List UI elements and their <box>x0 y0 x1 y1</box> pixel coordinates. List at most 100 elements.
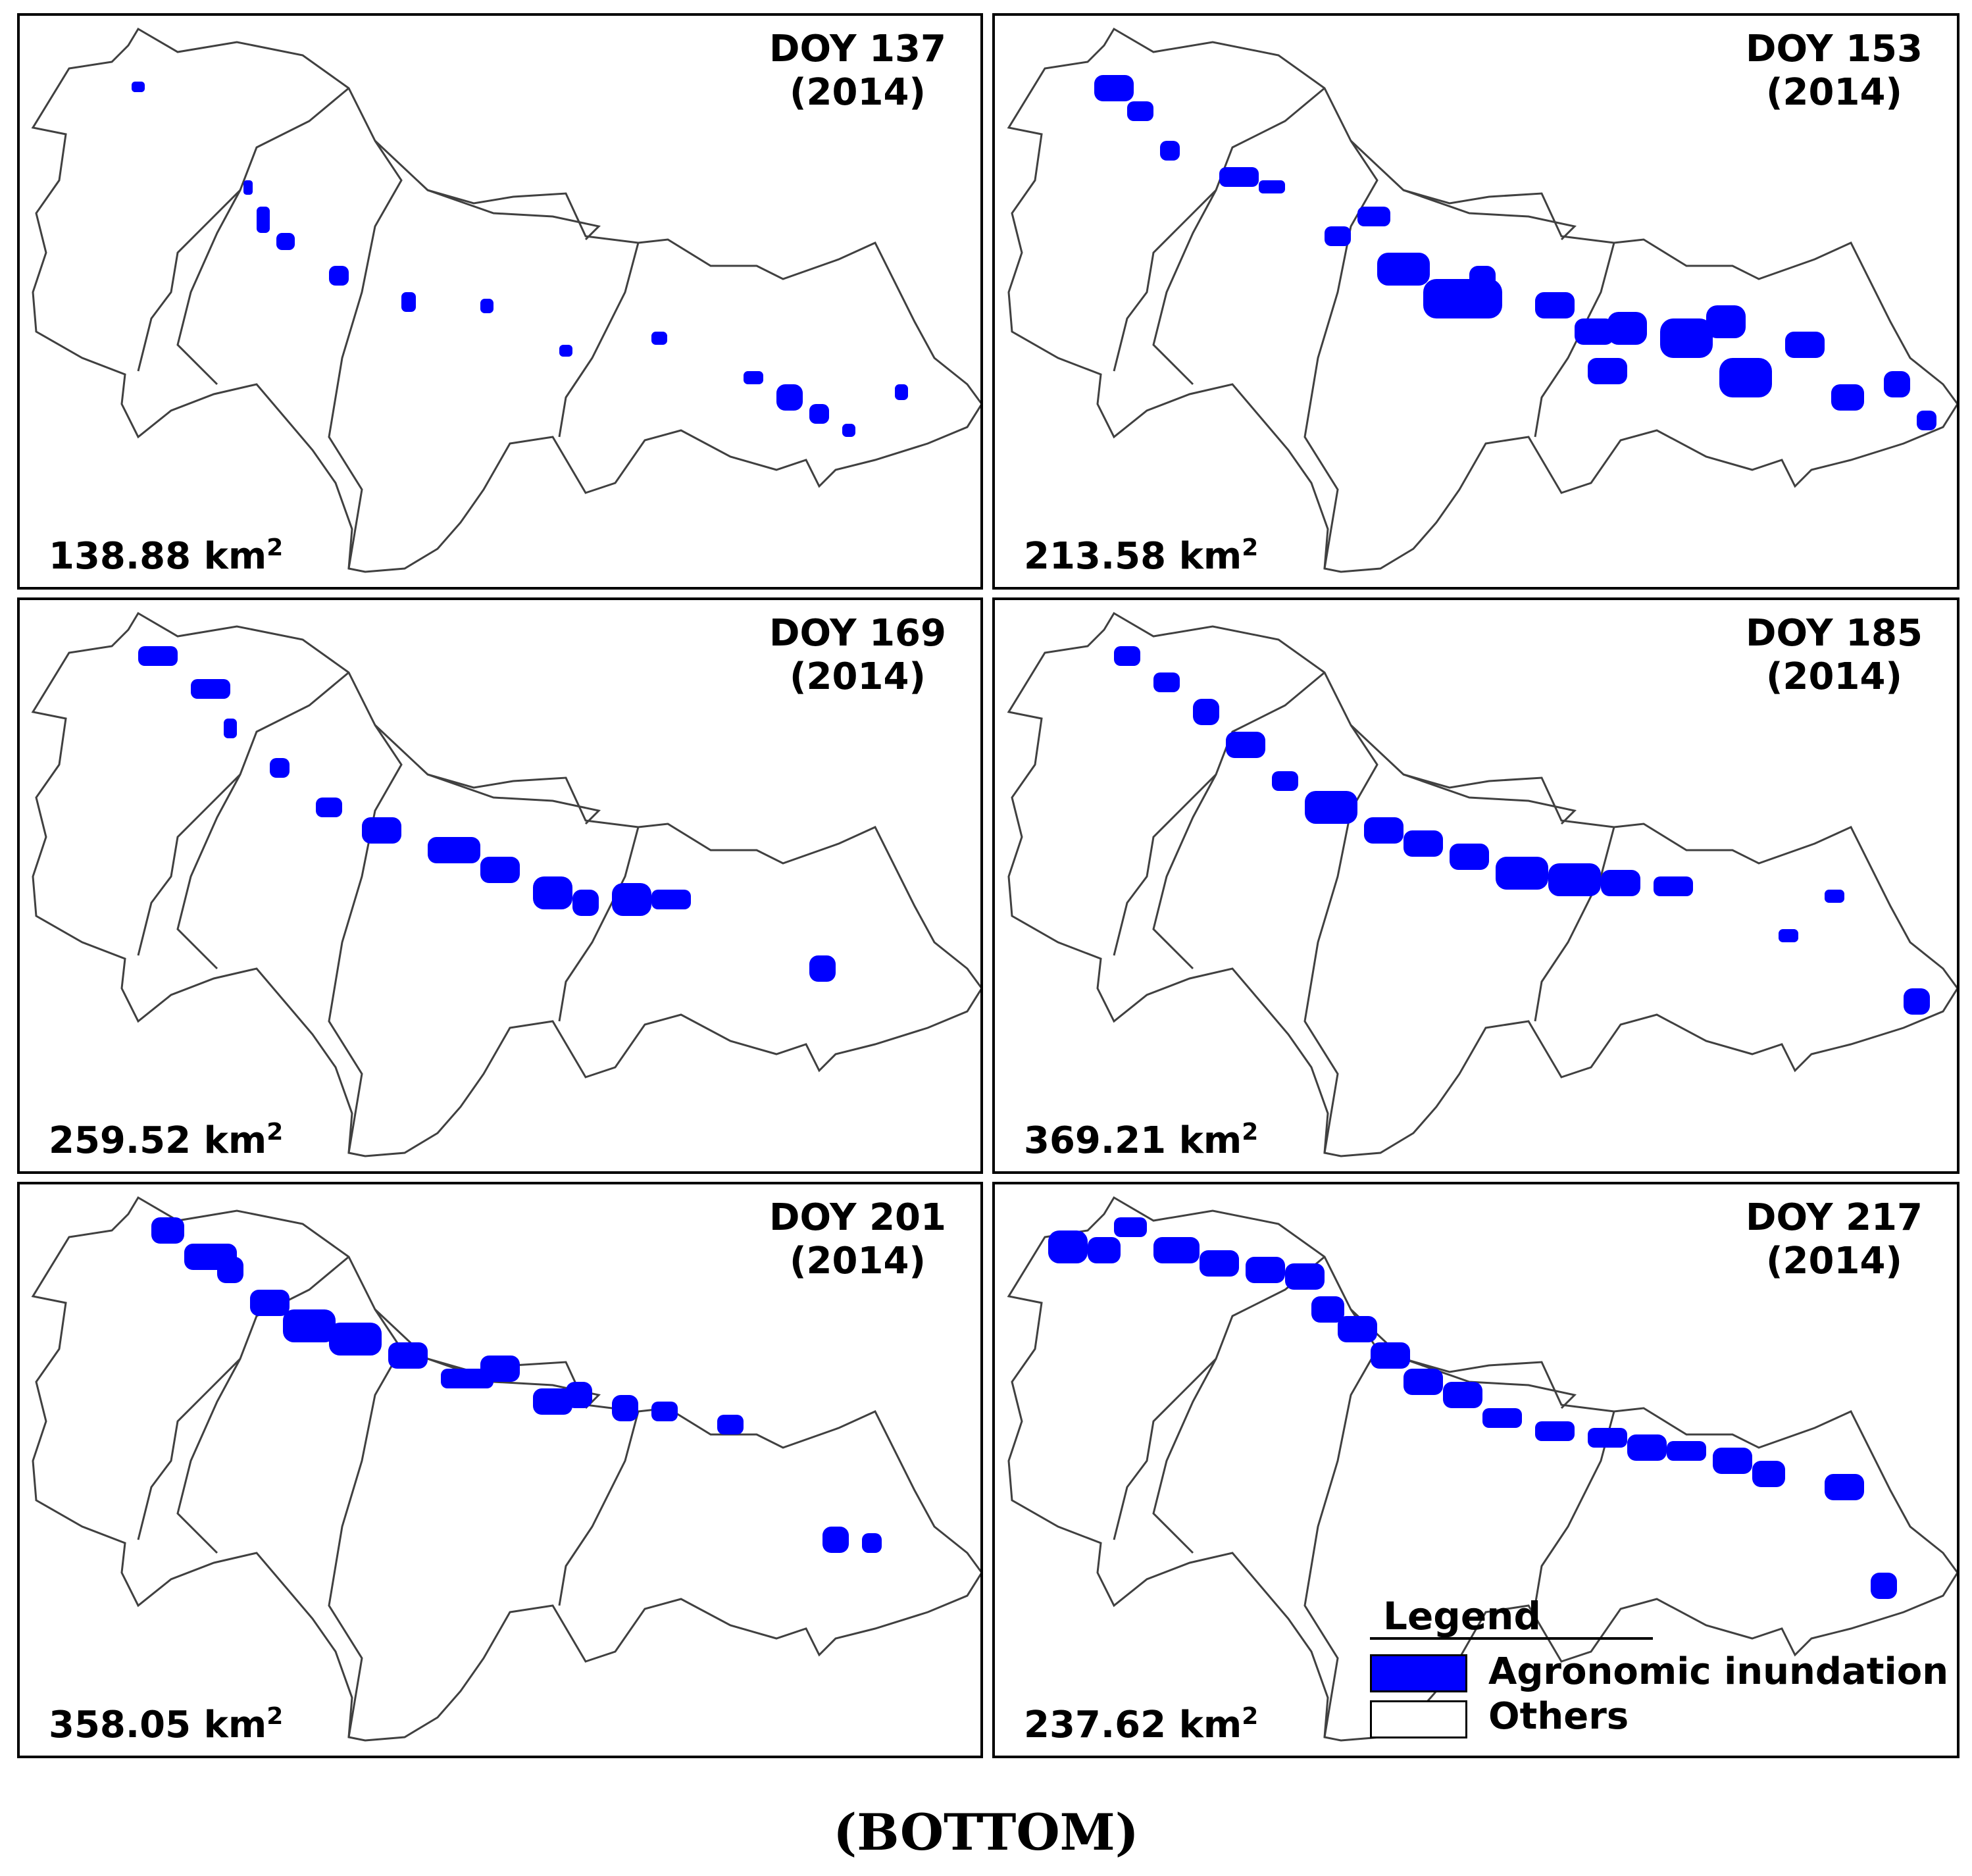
inundation-patch <box>316 798 342 817</box>
district-border <box>137 671 349 956</box>
district-border <box>176 1358 241 1554</box>
district-border <box>558 242 640 438</box>
inundation-patch <box>1114 646 1140 666</box>
district-border <box>1113 87 1325 372</box>
inundation-patch <box>533 1388 572 1415</box>
inundation-patch <box>138 646 178 666</box>
inundation-patch <box>1831 384 1864 411</box>
inundation-patch <box>1825 890 1844 903</box>
inundation-patch <box>1588 358 1627 384</box>
inundation-patch <box>1535 1421 1575 1441</box>
panel-date-label: DOY 153 (2014) <box>1745 28 1923 114</box>
district-border <box>1303 1309 1378 1738</box>
inundation-patch <box>842 424 855 437</box>
inundation-patch <box>1917 411 1936 430</box>
region-outline <box>31 1196 980 1742</box>
inundation-patch <box>480 857 520 883</box>
inundation-patch <box>1272 771 1298 791</box>
figure-caption: (BOTTOM) <box>833 1803 1139 1862</box>
inundation-patch <box>1200 1250 1239 1277</box>
map-panel-doy-137: DOY 137 (2014) 138.88 km2 <box>17 13 983 590</box>
inundation-patch <box>1357 207 1390 226</box>
inundation-patch <box>1114 1217 1147 1237</box>
inundation-patch <box>809 955 836 982</box>
inundation-patch <box>1627 1434 1667 1461</box>
map-legend: Legend Agronomic inundation Others <box>1370 1594 1949 1738</box>
district-border <box>1403 1357 1577 1409</box>
region-outline <box>31 27 980 573</box>
inundation-patch <box>243 180 253 195</box>
inundation-patch <box>1153 1237 1200 1263</box>
map-panel-doy-153: DOY 153 (2014) 213.58 km2 <box>992 13 1959 590</box>
inundation-area-label: 138.88 km2 <box>49 534 284 578</box>
district-border <box>427 189 601 241</box>
map-panel-doy-185: DOY 185 (2014) 369.21 km2 <box>992 597 1959 1174</box>
inundation-patch <box>566 1382 592 1408</box>
inundation-area-label: 259.52 km2 <box>49 1119 284 1162</box>
inundation-patch <box>1088 1237 1121 1263</box>
inundation-patch <box>1305 791 1357 824</box>
map-panel-doy-217: DOY 217 (2014) 237.62 km2 Legend Agronom… <box>992 1182 1959 1758</box>
district-border <box>1152 190 1217 386</box>
panel-date-label: DOY 169 (2014) <box>769 612 946 698</box>
inundation-patch <box>1482 1408 1522 1428</box>
district-border <box>558 826 640 1022</box>
district-border <box>427 773 601 825</box>
inundation-patch <box>276 233 295 250</box>
inundation-patch <box>1048 1230 1088 1263</box>
inundation-patch <box>388 1342 428 1369</box>
inundation-patch <box>1496 857 1548 890</box>
district-border <box>328 1309 403 1738</box>
inundation-patch <box>1193 699 1219 725</box>
district-boundary-map <box>31 611 980 1157</box>
inundation-patch <box>1338 1316 1377 1342</box>
inundation-patch <box>1403 1369 1443 1395</box>
inundation-patch <box>250 1290 290 1316</box>
inundation-patch <box>651 1402 678 1421</box>
inundation-area-label: 358.05 km2 <box>49 1703 284 1746</box>
inundation-patch <box>1371 1342 1410 1369</box>
inundation-patch <box>1311 1296 1344 1323</box>
panel-date-label: DOY 217 (2014) <box>1745 1196 1923 1282</box>
inundation-patch <box>1403 830 1443 857</box>
inundation-area-label: 369.21 km2 <box>1024 1119 1259 1162</box>
inundation-patch <box>1660 318 1713 358</box>
district-border <box>1534 826 1615 1022</box>
inundation-patch <box>1246 1257 1285 1283</box>
district-border <box>1303 140 1378 569</box>
district-border <box>176 774 241 970</box>
inundation-patch <box>1469 266 1496 292</box>
inundation-patch <box>132 82 145 92</box>
legend-title: Legend <box>1383 1594 1541 1638</box>
inundation-patch <box>1719 358 1772 397</box>
inundation-patch <box>1443 1382 1482 1408</box>
region-outline <box>1007 611 1957 1157</box>
district-boundary-map <box>31 27 980 573</box>
inundation-patch <box>1325 226 1351 246</box>
inundation-patch <box>822 1527 849 1553</box>
district-border <box>328 724 403 1153</box>
district-border <box>1152 774 1217 970</box>
inundation-patch <box>1706 305 1746 338</box>
inundation-patch <box>1127 101 1153 121</box>
district-boundary-map <box>1007 611 1957 1157</box>
inundation-patch <box>1535 292 1575 318</box>
district-boundary-map <box>1007 27 1957 573</box>
inundation-patch <box>480 299 493 313</box>
inundation-patch <box>480 1356 520 1382</box>
inundation-patch <box>270 758 290 778</box>
district-border <box>1303 724 1378 1153</box>
district-border <box>558 1411 640 1606</box>
inundation-patch <box>283 1309 336 1342</box>
inundation-patch <box>895 384 908 400</box>
inundation-patch <box>651 332 667 345</box>
inundation-patch <box>862 1533 882 1553</box>
inundation-patch <box>1153 672 1180 692</box>
inundation-patch <box>612 1395 638 1421</box>
district-border <box>328 140 403 569</box>
inundation-patch <box>1364 817 1403 844</box>
inundation-patch <box>151 1217 184 1244</box>
inundation-patch <box>428 837 480 863</box>
inundation-patch <box>362 817 401 844</box>
inundation-patch <box>1548 863 1601 896</box>
